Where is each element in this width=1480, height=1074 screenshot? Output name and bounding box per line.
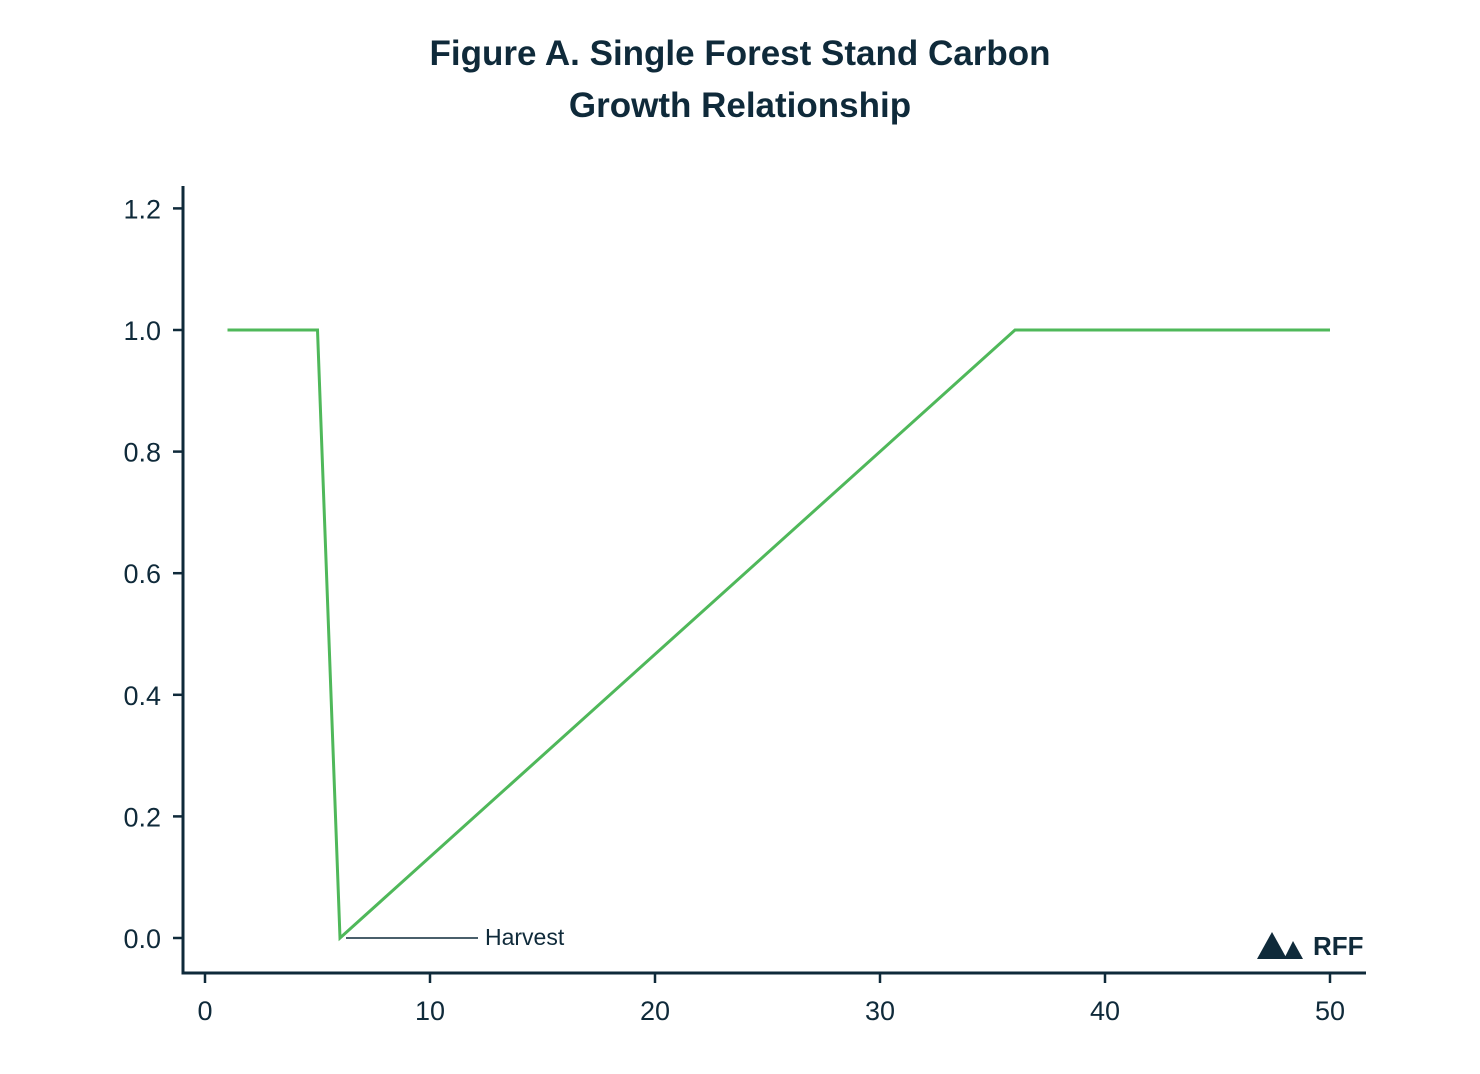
harvest-annotation: Harvest <box>485 924 565 950</box>
series-line <box>227 328 1330 942</box>
x-tick-label: 20 <box>640 996 670 1026</box>
chart-title-line-2: Growth Relationship <box>568 86 912 125</box>
y-tick-label: 1.0 <box>123 316 161 346</box>
y-tick-label: 1.2 <box>123 194 161 224</box>
y-tick-label: 0.2 <box>123 802 161 832</box>
x-tick-label: 0 <box>197 996 212 1026</box>
x-tick-label: 40 <box>1090 996 1120 1026</box>
rff-logo: RFF <box>1257 931 1364 961</box>
rff-mountain-small-icon <box>1284 941 1303 959</box>
y-tick-label: 0.0 <box>123 924 161 954</box>
x-tick-label: 30 <box>865 996 895 1026</box>
y-tick-label: 0.8 <box>123 438 161 468</box>
chart-title-line-1: Figure A. Single Forest Stand Carbon <box>429 34 1051 73</box>
x-tick-label: 50 <box>1315 996 1345 1026</box>
rff-mountain-icon <box>1257 932 1287 959</box>
x-tick-label: 10 <box>415 996 445 1026</box>
rff-logo-text: RFF <box>1313 931 1364 961</box>
y-tick-label: 0.6 <box>123 559 161 589</box>
chart-title: Figure A. Single Forest Stand Carbon Gro… <box>0 28 1480 132</box>
y-tick-label: 0.4 <box>123 681 161 711</box>
